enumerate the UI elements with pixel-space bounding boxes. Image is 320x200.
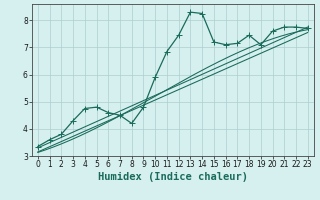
X-axis label: Humidex (Indice chaleur): Humidex (Indice chaleur) — [98, 172, 248, 182]
